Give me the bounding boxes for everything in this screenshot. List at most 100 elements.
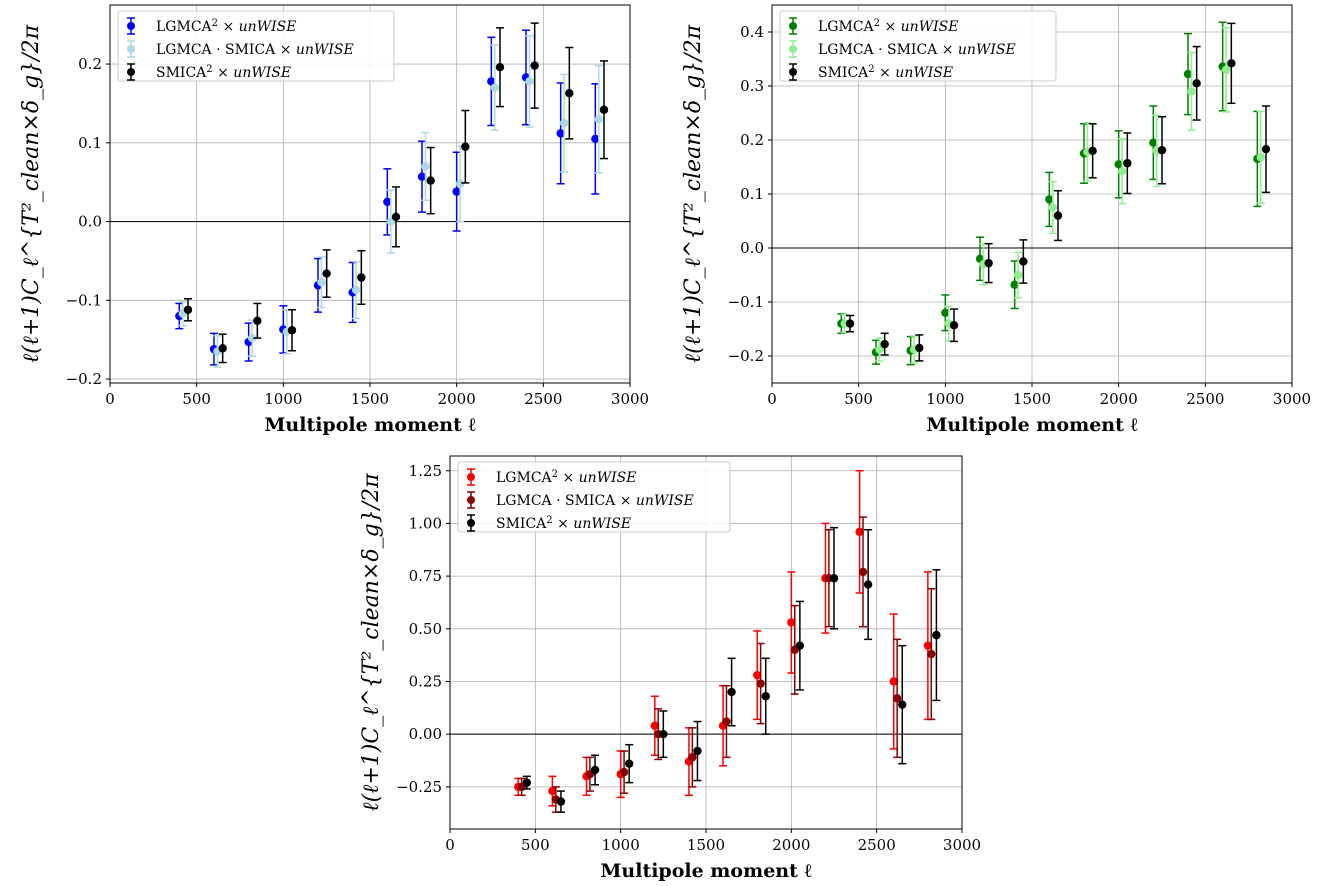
data-point — [1192, 79, 1201, 88]
data-point — [858, 567, 868, 577]
data-point — [880, 339, 889, 349]
x-tick-label: 3000 — [943, 836, 981, 854]
y-tick-label: 0.1 — [740, 185, 764, 203]
data-point — [183, 305, 193, 314]
data-point — [1114, 160, 1123, 169]
y-tick-label: 0.0 — [740, 239, 764, 257]
data-point — [452, 187, 461, 196]
data-point — [426, 176, 435, 185]
x-axis-label: Multipole moment ℓ — [264, 414, 475, 436]
data-point — [391, 212, 401, 222]
data-point — [693, 746, 702, 756]
data-point — [351, 285, 361, 295]
data-point — [761, 692, 770, 701]
data-point — [522, 778, 531, 787]
data-point — [1256, 153, 1266, 162]
data-point — [1019, 257, 1028, 266]
data-point — [1123, 159, 1132, 168]
x-tick-label: 1500 — [687, 836, 725, 854]
data-point — [548, 786, 557, 796]
data-point — [625, 759, 634, 768]
y-axis-label: ℓ(ℓ+1)C_ℓ^{T²_clean×δ_g}/2π — [681, 24, 706, 363]
x-tick-label: 2500 — [524, 390, 562, 408]
data-point — [1157, 146, 1167, 155]
legend-frame — [779, 10, 1057, 82]
data-point — [845, 319, 855, 328]
data-point — [490, 83, 499, 92]
data-point — [829, 574, 839, 583]
series-3 — [183, 22, 609, 364]
data-point — [1053, 211, 1063, 220]
x-tick-label: 1500 — [1013, 390, 1051, 408]
data-point — [855, 527, 864, 537]
data-point — [594, 114, 603, 124]
data-point — [727, 687, 736, 697]
data-point — [525, 77, 534, 86]
data-point — [1149, 138, 1158, 147]
data-point — [599, 105, 609, 114]
x-tick-label: 0 — [445, 836, 455, 854]
legend: LGMCA2 × unWISE LGMCA · SMICA × unWISE SMI… — [117, 10, 395, 82]
legend-marker — [789, 45, 797, 53]
x-tick-label: 3000 — [611, 390, 649, 408]
y-tick-label: 0.2 — [740, 131, 764, 149]
y-tick-label: −0.2 — [728, 347, 764, 365]
x-tick-label: 0 — [767, 390, 777, 408]
y-tick-label: 0.25 — [409, 672, 442, 690]
data-point — [487, 77, 496, 86]
x-tick-label: 1000 — [602, 836, 640, 854]
data-point — [1010, 280, 1019, 289]
x-tick-label: 1000 — [264, 390, 302, 408]
data-point — [889, 677, 898, 686]
x-tick-label: 2500 — [1186, 390, 1224, 408]
data-point — [287, 326, 297, 335]
legend-label: SMICA2 × unWISE — [156, 64, 291, 82]
data-point — [455, 179, 465, 188]
data-point — [1261, 144, 1271, 154]
legend-marker — [467, 473, 475, 481]
y-tick-label: 0.3 — [740, 77, 764, 95]
data-point — [787, 618, 796, 627]
data-point — [1187, 87, 1196, 96]
data-point — [1013, 270, 1023, 280]
legend-label: LGMCA2 × unWISE — [496, 469, 636, 487]
data-point — [565, 89, 574, 98]
y-tick-label: 0.2 — [78, 55, 102, 73]
data-point — [1227, 59, 1236, 68]
legend: LGMCA2 × unWISE LGMCA · SMICA × unWISE SMI… — [779, 10, 1057, 82]
series-3 — [522, 526, 941, 813]
data-point — [383, 197, 392, 207]
series-3 — [845, 22, 1271, 362]
data-point — [932, 630, 941, 640]
legend-marker — [127, 68, 135, 76]
legend-marker — [467, 496, 475, 504]
series-2 — [517, 516, 936, 813]
data-point — [892, 694, 902, 703]
x-tick-label: 2000 — [1100, 390, 1138, 408]
data-point — [417, 172, 427, 181]
data-point — [495, 63, 505, 72]
data-point — [556, 129, 565, 138]
legend-marker — [127, 22, 135, 30]
chart-panel-3: 0 500 1000 1500 2000 2500 3000 −0.25 0.00 0.25 0.5… — [359, 455, 981, 882]
data-point — [1183, 69, 1193, 79]
data-point — [461, 142, 470, 151]
data-point — [322, 269, 331, 278]
legend-label: LGMCA · SMICA × unWISE — [496, 493, 694, 509]
data-point — [941, 308, 950, 317]
y-axis-label: ℓ(ℓ+1)C_ℓ^{T²_clean×δ_g}/2π — [19, 24, 44, 363]
legend-frame — [117, 10, 395, 82]
series-2 — [178, 34, 603, 368]
y-tick-label: 1.00 — [409, 514, 442, 532]
x-tick-label: 1000 — [926, 390, 964, 408]
data-point — [875, 345, 884, 354]
y-tick-label: −0.25 — [396, 778, 442, 796]
data-point — [619, 767, 629, 777]
data-point — [317, 278, 326, 287]
data-point — [1088, 146, 1097, 155]
y-tick-label: 0.0 — [78, 213, 102, 231]
legend-label: LGMCA · SMICA × unWISE — [818, 42, 1016, 58]
y-tick-label: −0.1 — [66, 291, 102, 309]
data-point — [591, 134, 600, 144]
legend-marker — [789, 22, 797, 30]
